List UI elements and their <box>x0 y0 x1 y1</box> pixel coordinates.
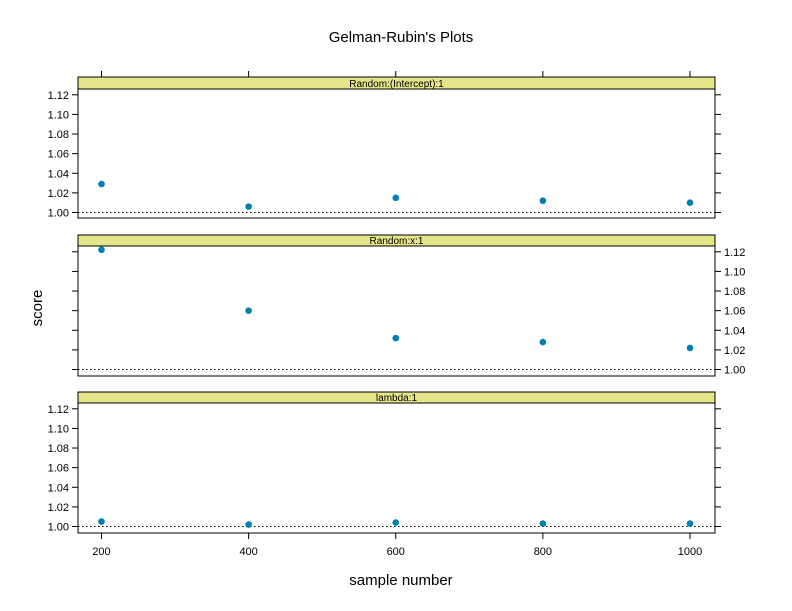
data-point <box>539 197 547 205</box>
panel-strip-label: Random:x:1 <box>370 236 424 247</box>
data-point <box>686 344 694 352</box>
data-point <box>686 199 694 206</box>
panels-group: Random:(Intercept):1 1.00 1.02 1.04 1.06 1.08… <box>48 71 745 558</box>
y-tick-label: 1.06 <box>48 149 69 161</box>
panel-2: Random:x:1 1.00 1.02 1.04 1.06 1.08 1.10 1.12 <box>72 234 745 377</box>
y-tick-label: 1.08 <box>48 443 69 455</box>
y-tick-label: 1.00 <box>48 208 69 220</box>
panel-1: Random:(Intercept):1 1.00 1.02 1.04 1.06 1.08… <box>48 71 721 220</box>
y-tick-label: 1.02 <box>48 502 69 514</box>
y-tick-label: 1.12 <box>724 247 745 259</box>
x-tick-label: 200 <box>92 546 110 558</box>
x-tick-label: 600 <box>387 546 405 558</box>
data-point <box>98 180 105 188</box>
y-tick-label: 1.02 <box>48 188 69 200</box>
data-point <box>686 520 694 527</box>
data-point <box>392 519 400 526</box>
y-tick-label: 1.06 <box>724 306 745 318</box>
y-tick-label: 1.10 <box>48 109 69 121</box>
panel-3: lambda:1 1.00 1.02 1.04 1.06 1.08 1.10 1.12 200 4… <box>48 391 721 558</box>
data-point <box>245 307 252 314</box>
x-tick-label: 800 <box>534 546 552 558</box>
x-tick-label: 400 <box>239 546 257 558</box>
y-tick-label: 1.12 <box>48 90 69 102</box>
panel-strip-label: Random:(Intercept):1 <box>349 79 444 90</box>
y-tick-label: 1.00 <box>48 522 69 534</box>
panel-frame <box>77 245 716 377</box>
y-tick-label: 1.04 <box>724 325 745 337</box>
y-tick-label: 1.04 <box>48 168 69 180</box>
y-tick-label: 1.08 <box>724 286 745 298</box>
y-tick-label: 1.06 <box>48 463 69 475</box>
data-point <box>98 518 105 525</box>
panel-frame <box>77 402 716 534</box>
chart-title: Gelman-Rubin's Plots <box>329 29 474 46</box>
y-tick-label: 1.00 <box>724 365 745 377</box>
y-tick-label: 1.02 <box>724 345 745 357</box>
data-point <box>245 521 252 528</box>
y-tick-label: 1.10 <box>724 266 745 278</box>
x-tick-label: 1000 <box>678 546 702 558</box>
panel-strip-label: lambda:1 <box>376 393 418 404</box>
data-point <box>392 334 400 342</box>
y-axis-label: score <box>29 290 46 327</box>
y-tick-label: 1.08 <box>48 129 69 141</box>
y-tick-label: 1.12 <box>48 404 69 416</box>
data-point <box>392 194 400 202</box>
data-point <box>245 203 252 210</box>
y-tick-label: 1.10 <box>48 423 69 435</box>
y-tick-label: 1.04 <box>48 482 69 494</box>
x-axis-label: sample number <box>349 572 452 589</box>
data-point <box>98 246 105 254</box>
data-point <box>539 520 547 527</box>
data-point <box>539 338 547 346</box>
